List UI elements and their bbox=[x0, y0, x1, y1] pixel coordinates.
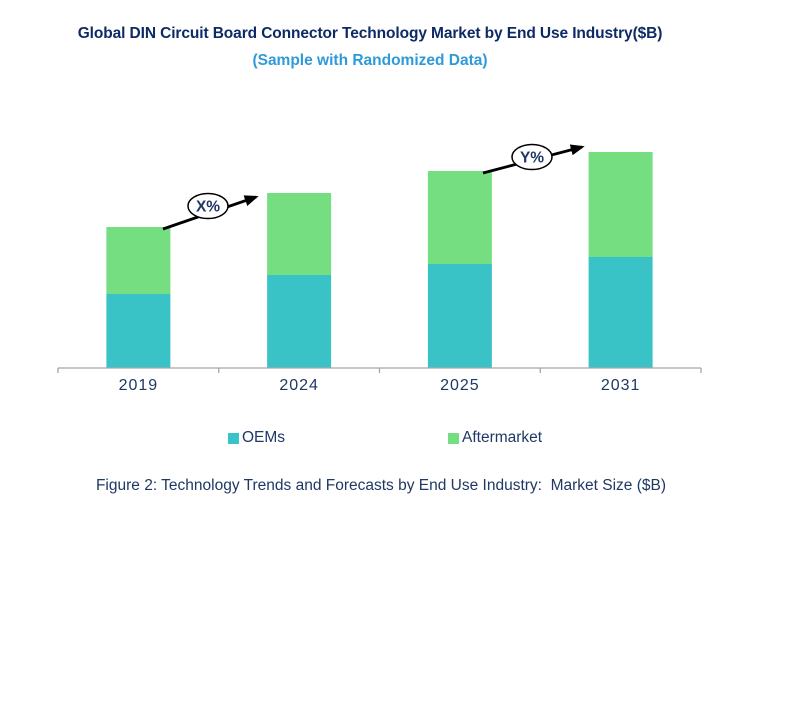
bar-segment-2019-aftermarket bbox=[106, 227, 171, 294]
bar-segment-2024-aftermarket bbox=[267, 193, 332, 275]
bar-segment-2025-aftermarket bbox=[427, 171, 492, 264]
x-axis-label-2024: 2024 bbox=[279, 377, 319, 394]
bar-segment-2024-oems bbox=[267, 275, 332, 368]
bar-segment-2031-aftermarket bbox=[588, 152, 653, 257]
figure-caption: Figure 2: Technology Trends and Forecast… bbox=[95, 477, 667, 494]
annotation-ellipse bbox=[511, 143, 553, 171]
annotation-ellipse bbox=[187, 192, 229, 220]
annotation-label: Y% bbox=[520, 150, 544, 167]
growth-annotation-ypct: Y% bbox=[482, 143, 585, 175]
legend-label: Aftermarket bbox=[462, 429, 543, 446]
chart-legend: OEMs Aftermarket bbox=[0, 430, 785, 448]
legend-swatch-icon bbox=[448, 433, 459, 444]
x-axis-label-2019: 2019 bbox=[119, 377, 159, 394]
legend-item-aftermarket: Aftermarket bbox=[448, 430, 542, 446]
legend-item-oems: OEMs bbox=[228, 430, 285, 446]
bar-segment-2031-oems bbox=[588, 257, 653, 368]
annotation-label: X% bbox=[196, 199, 220, 216]
bar-segment-2025-oems bbox=[427, 264, 492, 368]
legend-label: OEMs bbox=[242, 429, 286, 446]
chart-title: Global DIN Circuit Board Connector Techn… bbox=[77, 25, 663, 42]
chart-subtitle: (Sample with Randomized Data) bbox=[252, 52, 488, 69]
bar-segment-2019-oems bbox=[106, 294, 171, 368]
x-axis-label-2031: 2031 bbox=[601, 377, 641, 394]
growth-annotation-xpct: X% bbox=[162, 192, 259, 231]
x-axis-label-2025: 2025 bbox=[440, 377, 480, 394]
legend-swatch-icon bbox=[228, 433, 239, 444]
